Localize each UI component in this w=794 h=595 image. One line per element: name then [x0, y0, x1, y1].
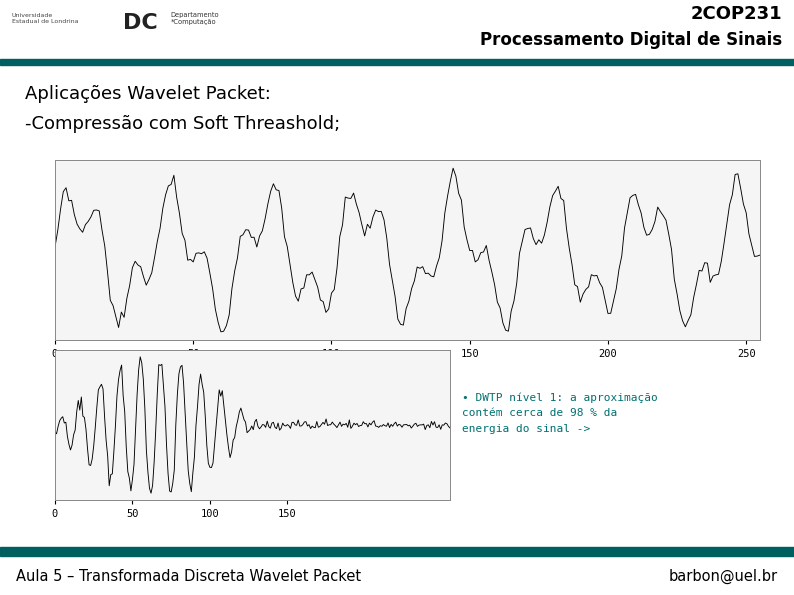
Text: Processamento Digital de Sinais: Processamento Digital de Sinais	[480, 31, 782, 49]
Text: -Compressão com Soft Threashold;: -Compressão com Soft Threashold;	[25, 115, 341, 133]
Text: 2COP231: 2COP231	[691, 5, 782, 23]
Text: Aplicações Wavelet Packet:: Aplicações Wavelet Packet:	[25, 85, 271, 103]
Text: DC: DC	[123, 14, 158, 33]
Bar	[0, 59, 794, 65]
Text: Universidade
Estadual de Londrina: Universidade Estadual de Londrina	[12, 13, 79, 24]
X-axis label: Sample: Sample	[387, 365, 428, 375]
Text: • DWTP nível 1: a aproximação
contém cerca de 98 % da
energia do sinal ->: • DWTP nível 1: a aproximação contém cer…	[461, 392, 657, 434]
Text: Departamento
*Computação: Departamento *Computação	[171, 12, 219, 25]
Text: Aula 5 – Transformada Discreta Wavelet Packet: Aula 5 – Transformada Discreta Wavelet P…	[16, 569, 361, 584]
Bar	[0, 547, 794, 556]
Text: barbon@uel.br: barbon@uel.br	[669, 569, 778, 584]
